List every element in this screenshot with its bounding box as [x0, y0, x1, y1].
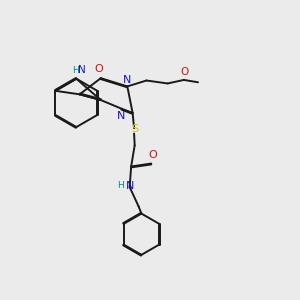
Text: O: O [148, 150, 157, 160]
Text: N: N [126, 181, 134, 190]
Text: N: N [117, 111, 125, 121]
Text: O: O [94, 64, 103, 74]
Text: N: N [123, 75, 131, 85]
Text: S: S [131, 124, 138, 134]
Text: H: H [72, 66, 79, 75]
Text: O: O [180, 67, 189, 77]
Text: H: H [117, 181, 124, 190]
Text: N: N [78, 65, 86, 76]
